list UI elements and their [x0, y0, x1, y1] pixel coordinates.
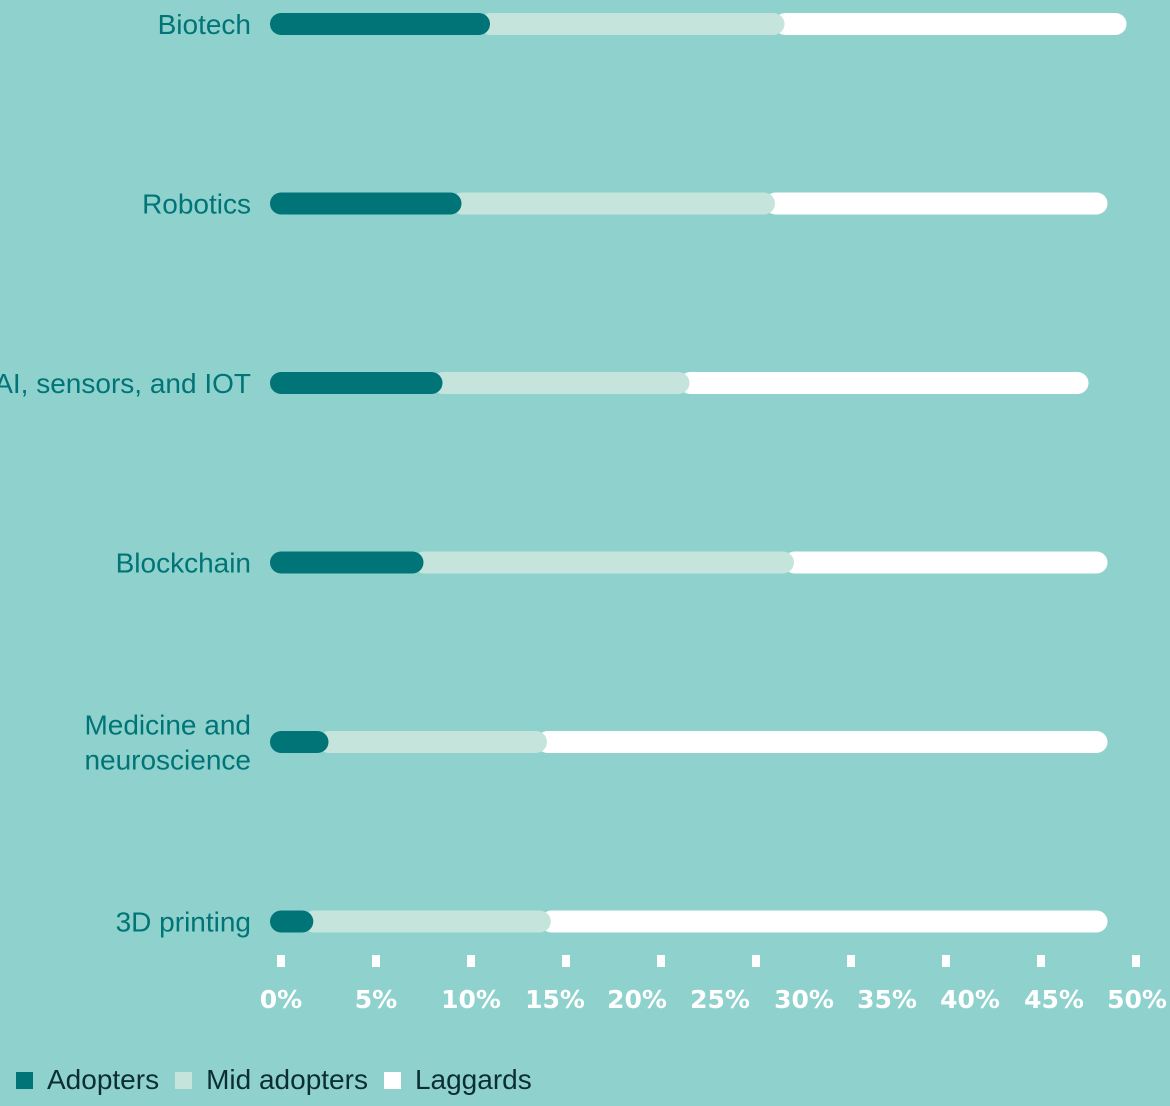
x-tick-label: 0% — [260, 985, 302, 1014]
bar-mid-adopters-biotech — [479, 13, 785, 35]
legend-swatch-adopters — [16, 1071, 33, 1089]
legend-label-laggards: Laggards — [414, 1064, 532, 1095]
x-tick-mark — [277, 955, 285, 967]
x-tick-label: 5% — [355, 985, 397, 1014]
x-tick-mark — [372, 955, 380, 967]
x-tick-mark — [467, 955, 475, 967]
x-tick-label: 30% — [774, 985, 834, 1014]
legend-item-mid-adopters: Mid adopters — [175, 1064, 368, 1096]
legend: Adopters Mid adopters Laggards — [16, 1062, 548, 1098]
bar-mid-adopters-ai-sensors-and-iot — [432, 372, 690, 394]
x-tick-mark — [752, 955, 760, 967]
bar-adopters-robotics — [270, 192, 462, 215]
category-label-biotech: Biotech — [158, 9, 251, 40]
x-tick-label: 35% — [857, 985, 917, 1014]
bar-laggards-3d-printing — [540, 910, 1108, 933]
bar-adopters-medicine-and-neuroscience — [270, 731, 329, 753]
bar-adopters-3d-printing — [270, 910, 314, 933]
legend-item-laggards: Laggards — [383, 1064, 532, 1096]
category-label-blockchain: Blockchain — [116, 548, 251, 579]
category-label-medicine-and-neuroscience: Medicine and neuroscience — [84, 710, 251, 776]
category-label-ai-sensors-and-iot: AI, sensors, and IOT — [0, 368, 251, 399]
legend-swatch-laggards — [383, 1071, 401, 1089]
x-tick-mark — [1132, 955, 1140, 967]
bar-adopters-blockchain — [270, 551, 424, 574]
bar-adopters-biotech — [270, 13, 490, 35]
x-tick-mark — [1037, 955, 1045, 967]
x-tick-mark — [942, 955, 950, 967]
legend-label-adopters: Adopters — [47, 1064, 160, 1095]
bar-mid-adopters-blockchain — [413, 551, 794, 574]
x-tick-mark — [562, 955, 570, 967]
category-label-3d-printing: 3D printing — [116, 907, 251, 938]
x-tick-label: 45% — [1024, 985, 1084, 1014]
legend-swatch-mid-adopters — [175, 1071, 193, 1089]
x-tick-label: 15% — [525, 985, 585, 1014]
legend-label-mid-adopters: Mid adopters — [206, 1064, 368, 1095]
x-tick-label: 40% — [940, 985, 1000, 1014]
stacked-bar-chart: Biotech Robotics AI, sensors, and IOT Block… — [0, 9, 1167, 1014]
bar-laggards-robotics — [764, 192, 1108, 215]
legend-item-adopters: Adopters — [16, 1064, 159, 1096]
bar-mid-adopters-robotics — [451, 192, 775, 215]
x-tick-mark — [847, 955, 855, 967]
bar-laggards-biotech — [774, 13, 1127, 35]
bar-laggards-medicine-and-neuroscience — [536, 731, 1108, 753]
bar-adopters-ai-sensors-and-iot — [270, 372, 443, 394]
x-tick-label: 10% — [441, 985, 501, 1014]
bar-laggards-ai-sensors-and-iot — [679, 372, 1089, 394]
x-tick-label: 20% — [607, 985, 667, 1014]
category-label-robotics: Robotics — [142, 189, 251, 220]
x-tick-mark — [657, 955, 665, 967]
bar-mid-adopters-3d-printing — [302, 910, 551, 933]
x-tick-label: 50% — [1107, 985, 1167, 1014]
bar-laggards-blockchain — [783, 551, 1108, 574]
x-tick-label: 25% — [690, 985, 750, 1014]
bar-mid-adopters-medicine-and-neuroscience — [318, 731, 547, 753]
